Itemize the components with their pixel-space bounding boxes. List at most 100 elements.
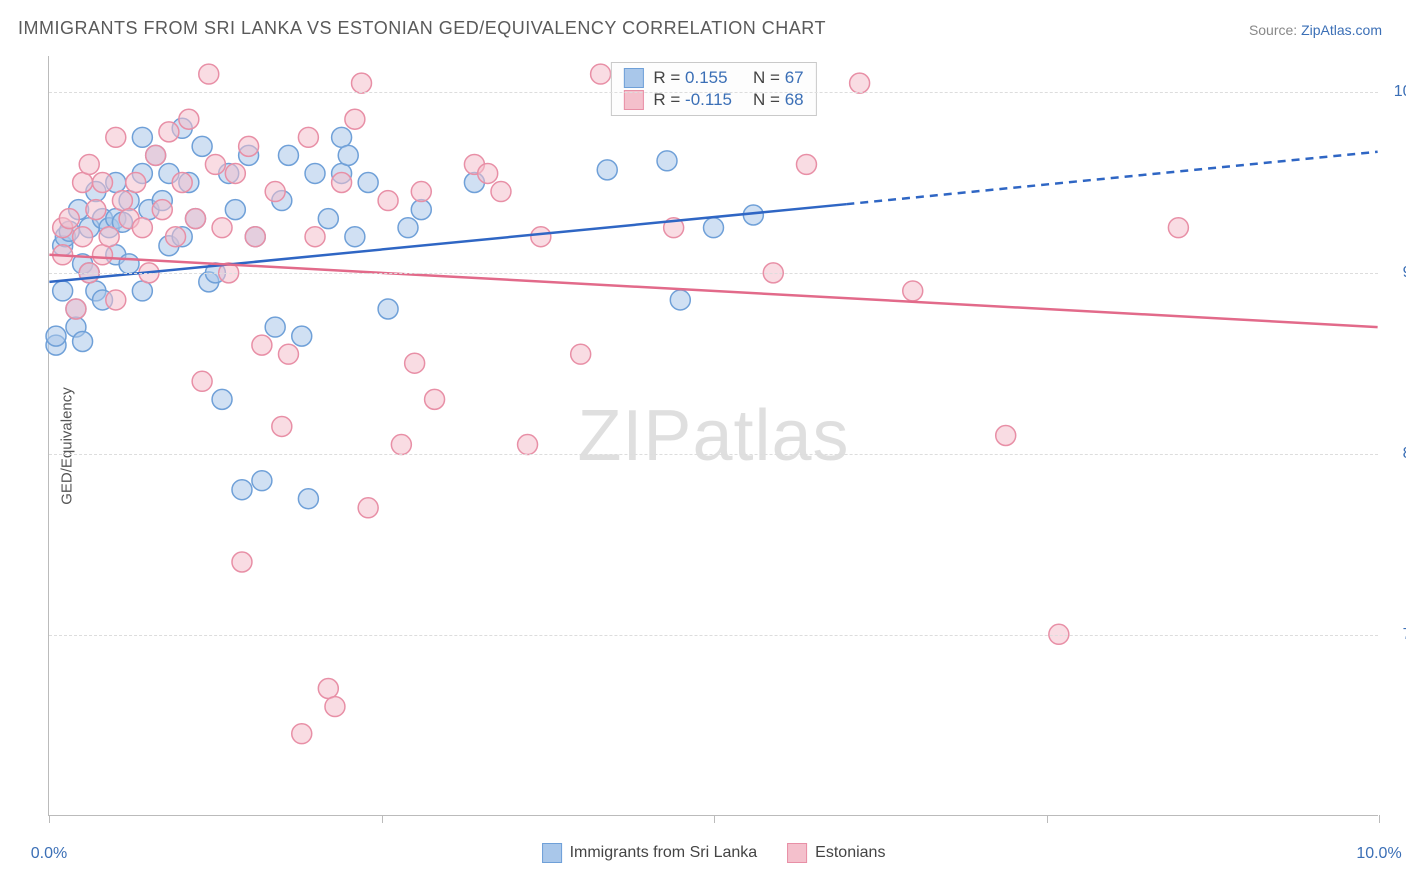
data-point — [86, 200, 106, 220]
source-attribution: Source: ZipAtlas.com — [1249, 22, 1382, 38]
gridline — [49, 273, 1378, 274]
data-point — [531, 227, 551, 247]
data-point — [252, 471, 272, 491]
data-point — [172, 173, 192, 193]
r-value-1: 0.155 — [685, 68, 743, 88]
legend: Immigrants from Sri Lanka Estonians — [542, 843, 886, 863]
data-point — [325, 697, 345, 717]
gridline — [49, 92, 1378, 93]
data-point — [192, 371, 212, 391]
data-point — [66, 299, 86, 319]
data-point — [212, 218, 232, 238]
data-point — [425, 389, 445, 409]
data-point — [318, 679, 338, 699]
data-point — [232, 480, 252, 500]
data-point — [132, 127, 152, 147]
y-tick-label: 70.0% — [1403, 626, 1406, 644]
data-point — [205, 154, 225, 174]
data-point — [132, 218, 152, 238]
data-point — [571, 344, 591, 364]
legend-label-1: Immigrants from Sri Lanka — [570, 844, 758, 862]
y-tick-label: 80.0% — [1403, 445, 1406, 463]
data-point — [405, 353, 425, 373]
x-tick-label: 10.0% — [1356, 845, 1401, 863]
data-point — [358, 498, 378, 518]
chart-plot-area: ZIPatlas R = 0.155 N = 67 R = -0.115 N =… — [48, 56, 1378, 816]
data-point — [850, 73, 870, 93]
data-point — [265, 182, 285, 202]
data-point — [1168, 218, 1188, 238]
data-point — [73, 332, 93, 352]
data-point — [345, 227, 365, 247]
data-point — [199, 64, 219, 84]
corr-row-series-1: R = 0.155 N = 67 — [623, 67, 803, 89]
data-point — [99, 227, 119, 247]
data-point — [411, 200, 431, 220]
data-point — [796, 154, 816, 174]
data-point — [245, 227, 265, 247]
data-point — [59, 209, 79, 229]
x-tick — [1379, 815, 1380, 823]
data-point — [597, 160, 617, 180]
data-point — [152, 200, 172, 220]
r-label-1: R = — [653, 68, 685, 87]
y-tick-label: 90.0% — [1403, 264, 1406, 282]
data-point — [73, 227, 93, 247]
data-point — [225, 200, 245, 220]
chart-title: IMMIGRANTS FROM SRI LANKA VS ESTONIAN GE… — [18, 18, 826, 39]
data-point — [146, 145, 166, 165]
x-tick — [382, 815, 383, 823]
data-point — [278, 344, 298, 364]
legend-swatch-2 — [787, 843, 807, 863]
data-point — [192, 136, 212, 156]
legend-item-1: Immigrants from Sri Lanka — [542, 843, 758, 863]
scatter-svg — [49, 56, 1378, 815]
data-point — [903, 281, 923, 301]
data-point — [378, 299, 398, 319]
x-tick-label: 0.0% — [31, 845, 67, 863]
correlation-stats-box: R = 0.155 N = 67 R = -0.115 N = 68 — [610, 62, 816, 116]
data-point — [352, 73, 372, 93]
data-point — [518, 435, 538, 455]
data-point — [278, 145, 298, 165]
data-point — [159, 122, 179, 142]
data-point — [212, 389, 232, 409]
data-point — [491, 182, 511, 202]
data-point — [179, 109, 199, 129]
data-point — [332, 173, 352, 193]
data-point — [46, 326, 66, 346]
data-point — [265, 317, 285, 337]
x-tick — [714, 815, 715, 823]
gridline — [49, 635, 1378, 636]
data-point — [73, 173, 93, 193]
data-point — [378, 191, 398, 211]
data-point — [391, 435, 411, 455]
x-tick — [1047, 815, 1048, 823]
data-point — [398, 218, 418, 238]
y-tick-label: 100.0% — [1394, 83, 1406, 101]
data-point — [345, 109, 365, 129]
data-point — [298, 127, 318, 147]
data-point — [166, 227, 186, 247]
data-point — [272, 416, 292, 436]
x-tick — [49, 815, 50, 823]
legend-item-2: Estonians — [787, 843, 885, 863]
data-point — [358, 173, 378, 193]
data-point — [292, 724, 312, 744]
data-point — [119, 254, 139, 274]
data-point — [112, 191, 132, 211]
swatch-series-1 — [623, 68, 643, 88]
gridline — [49, 454, 1378, 455]
data-point — [704, 218, 724, 238]
data-point — [93, 173, 113, 193]
data-point — [478, 163, 498, 183]
data-point — [657, 151, 677, 171]
data-point — [670, 290, 690, 310]
data-point — [93, 245, 113, 265]
data-point — [332, 127, 352, 147]
source-link[interactable]: ZipAtlas.com — [1301, 22, 1382, 38]
data-point — [591, 64, 611, 84]
data-point — [318, 209, 338, 229]
data-point — [132, 281, 152, 301]
data-point — [305, 227, 325, 247]
